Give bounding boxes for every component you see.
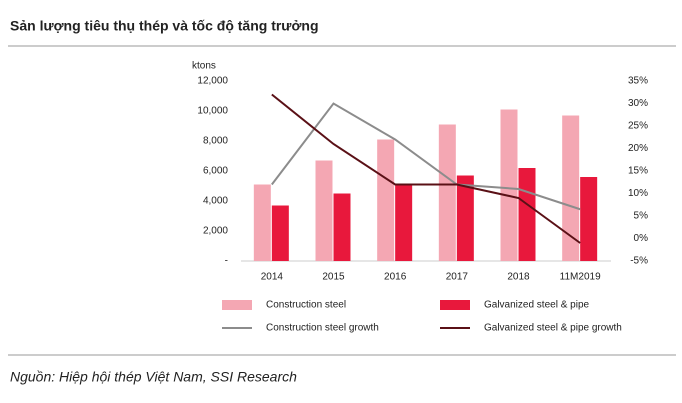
bar: [562, 115, 580, 261]
y-tick-label: 8,000: [203, 136, 228, 147]
legend-label: Construction steel: [266, 300, 346, 311]
x-tick-label: 2015: [322, 272, 345, 283]
y2-tick-label: 15%: [628, 166, 648, 177]
y-tick-label: 10,000: [197, 106, 228, 117]
y-tick-label: 2,000: [203, 226, 228, 237]
source: Nguồn: Hiệp hội thép Việt Nam, SSI Resea…: [10, 369, 297, 385]
legend-swatch: [440, 300, 470, 310]
bar: [271, 205, 289, 261]
bar: [377, 139, 395, 261]
line: [271, 102, 581, 211]
x-tick-label: 2014: [261, 272, 284, 283]
chart-title: Sản lượng tiêu thụ thép và tốc độ tăng t…: [10, 18, 319, 34]
y-tick-label: 4,000: [203, 196, 228, 207]
y2-tick-label: 10%: [628, 188, 648, 199]
bar: [253, 184, 271, 261]
y2-tick-label: 5%: [634, 211, 649, 222]
bar: [438, 124, 456, 261]
y2-tick-label: 30%: [628, 98, 648, 109]
legend-label: Galvanized steel & pipe growth: [484, 323, 622, 334]
line: [271, 93, 581, 244]
x-tick-label: 2017: [446, 272, 469, 283]
y2-tick-label: 20%: [628, 143, 648, 154]
y-tick-label: 6,000: [203, 166, 228, 177]
y2-tick-label: 0%: [634, 233, 649, 244]
x-tick-label: 11M2019: [560, 272, 601, 283]
x-tick-label: 2016: [384, 272, 407, 283]
bar: [395, 184, 413, 261]
legend-label: Galvanized steel & pipe: [484, 300, 590, 311]
y-axis-label: ktons: [192, 61, 216, 72]
y-tick-label: -: [225, 256, 228, 267]
bar: [518, 168, 536, 261]
y-tick-label: 12,000: [197, 76, 228, 87]
legend-label: Construction steel growth: [266, 323, 379, 334]
y2-tick-label: 25%: [628, 121, 648, 132]
bar: [580, 177, 598, 261]
legend-swatch: [222, 300, 252, 310]
y2-tick-label: 35%: [628, 76, 648, 87]
y2-tick-label: -5%: [630, 256, 648, 267]
bar: [456, 175, 474, 261]
bar: [333, 193, 351, 261]
bar: [315, 160, 333, 261]
x-tick-label: 2018: [507, 272, 530, 283]
bar: [500, 109, 518, 261]
